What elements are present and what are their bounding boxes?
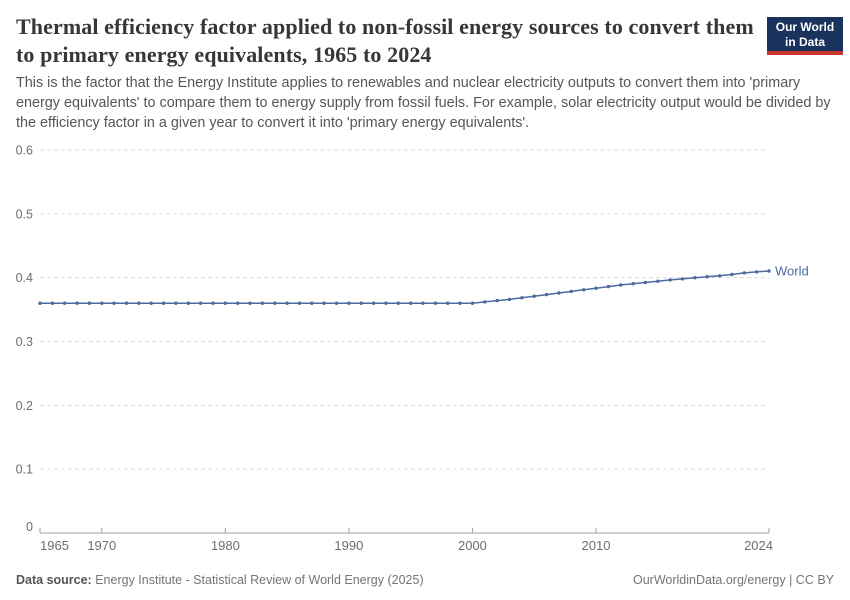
data-point[interactable]	[186, 301, 190, 305]
x-tick-label: 1965	[40, 538, 69, 553]
data-point[interactable]	[705, 275, 709, 279]
y-tick-label: 0	[26, 520, 33, 534]
data-point[interactable]	[260, 301, 265, 305]
data-point[interactable]	[532, 294, 536, 298]
data-point[interactable]	[75, 301, 79, 305]
data-point[interactable]	[680, 277, 685, 281]
y-tick-label: 0.3	[16, 335, 33, 349]
data-point[interactable]	[50, 301, 55, 305]
data-point[interactable]	[297, 301, 302, 305]
data-point[interactable]	[483, 300, 487, 304]
data-point[interactable]	[631, 282, 635, 286]
data-point[interactable]	[137, 301, 141, 305]
data-point[interactable]	[693, 276, 697, 280]
data-point[interactable]	[100, 301, 104, 305]
attribution[interactable]: OurWorldinData.org/energy | CC BY	[632, 573, 834, 587]
data-point[interactable]	[236, 301, 240, 305]
data-point[interactable]	[520, 296, 524, 300]
y-tick-label: 0.6	[16, 144, 33, 158]
data-point[interactable]	[371, 301, 376, 305]
data-point[interactable]	[273, 301, 277, 305]
x-tick-label: 1980	[211, 538, 240, 553]
data-point[interactable]	[544, 292, 549, 297]
data-point[interactable]	[433, 301, 438, 305]
data-point[interactable]	[767, 269, 771, 273]
data-point[interactable]	[656, 279, 660, 283]
data-point[interactable]	[347, 301, 351, 305]
data-point[interactable]	[594, 286, 598, 290]
data-point[interactable]	[149, 301, 153, 305]
chart-subtitle: This is the factor that the Energy Insti…	[16, 75, 831, 132]
data-point[interactable]	[310, 301, 314, 305]
data-point[interactable]	[717, 274, 722, 278]
y-tick-label: 0.5	[16, 207, 33, 221]
data-point[interactable]	[223, 301, 227, 305]
x-tick-label: 2024	[744, 538, 773, 553]
data-point[interactable]	[396, 301, 400, 305]
y-tick-label: 0.2	[16, 399, 33, 413]
data-point[interactable]	[730, 272, 734, 277]
data-point[interactable]	[470, 301, 475, 305]
data-point[interactable]	[582, 288, 586, 292]
data-point[interactable]	[507, 297, 512, 302]
data-point[interactable]	[211, 301, 215, 305]
y-tick-label: 0.1	[16, 463, 33, 477]
data-point[interactable]	[754, 270, 759, 274]
data-point[interactable]	[285, 301, 289, 305]
data-point[interactable]	[359, 301, 363, 305]
y-tick-label: 0.4	[16, 271, 33, 285]
world-line[interactable]	[40, 270, 770, 304]
data-point[interactable]	[668, 278, 672, 282]
data-point[interactable]	[112, 301, 116, 305]
data-point[interactable]	[198, 301, 203, 305]
data-point[interactable]	[62, 301, 67, 305]
data-point[interactable]	[458, 301, 462, 305]
data-point[interactable]	[322, 301, 326, 305]
data-point[interactable]	[409, 301, 413, 305]
owid-logo-line2: in Data	[784, 34, 825, 49]
data-source-value: Energy Institute - Statistical Review of…	[95, 573, 424, 587]
data-point[interactable]	[606, 284, 611, 289]
data-point[interactable]	[334, 301, 339, 305]
data-point[interactable]	[248, 301, 252, 305]
x-tick-label: 2000	[458, 538, 487, 553]
data-source: Data source: Energy Institute - Statisti…	[16, 573, 424, 587]
chart-canvas: 0 0.1 0.2 0.3 0.4 0.5 0.6 1965 1970 1980 1990 2000 2…	[16, 144, 809, 554]
data-point[interactable]	[384, 301, 388, 305]
data-point[interactable]	[495, 298, 499, 303]
owid-logo-line1: Our World	[775, 20, 835, 34]
data-point[interactable]	[569, 289, 573, 294]
x-tick-label: 1990	[334, 538, 363, 553]
data-point[interactable]	[619, 283, 623, 287]
chart-footer: Data source: Energy Institute - Statisti…	[16, 573, 834, 587]
data-point[interactable]	[38, 301, 42, 305]
data-point[interactable]	[87, 301, 92, 305]
chart-title: Thermal efficiency factor applied to non…	[16, 14, 754, 67]
data-point[interactable]	[421, 301, 425, 305]
data-point[interactable]	[643, 280, 648, 285]
data-point[interactable]	[446, 301, 450, 305]
data-point[interactable]	[161, 301, 166, 305]
data-point[interactable]	[557, 291, 561, 295]
x-tick-label: 2010	[582, 538, 611, 553]
data-point[interactable]	[124, 301, 129, 305]
data-point[interactable]	[174, 301, 178, 305]
x-tick-label: 1970	[87, 538, 116, 553]
data-source-label: Data source:	[16, 573, 92, 587]
series-label-world[interactable]: World	[775, 263, 809, 278]
owid-logo[interactable]: Our World in Data	[767, 17, 843, 55]
data-point[interactable]	[742, 271, 746, 275]
